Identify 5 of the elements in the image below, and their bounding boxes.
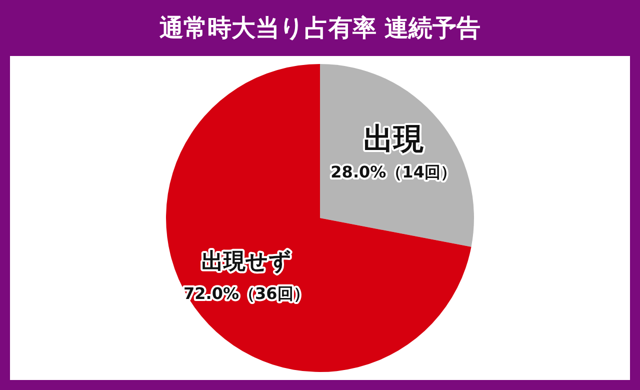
data-label: 72.0%（36回） [184,284,310,304]
chart-title: 通常時大当り占有率 連続予告 [158,13,482,44]
slice-label: 出現 [364,122,425,157]
slice-label: 出現せず [201,250,292,275]
data-label: 28.0%（14回） [330,162,456,182]
